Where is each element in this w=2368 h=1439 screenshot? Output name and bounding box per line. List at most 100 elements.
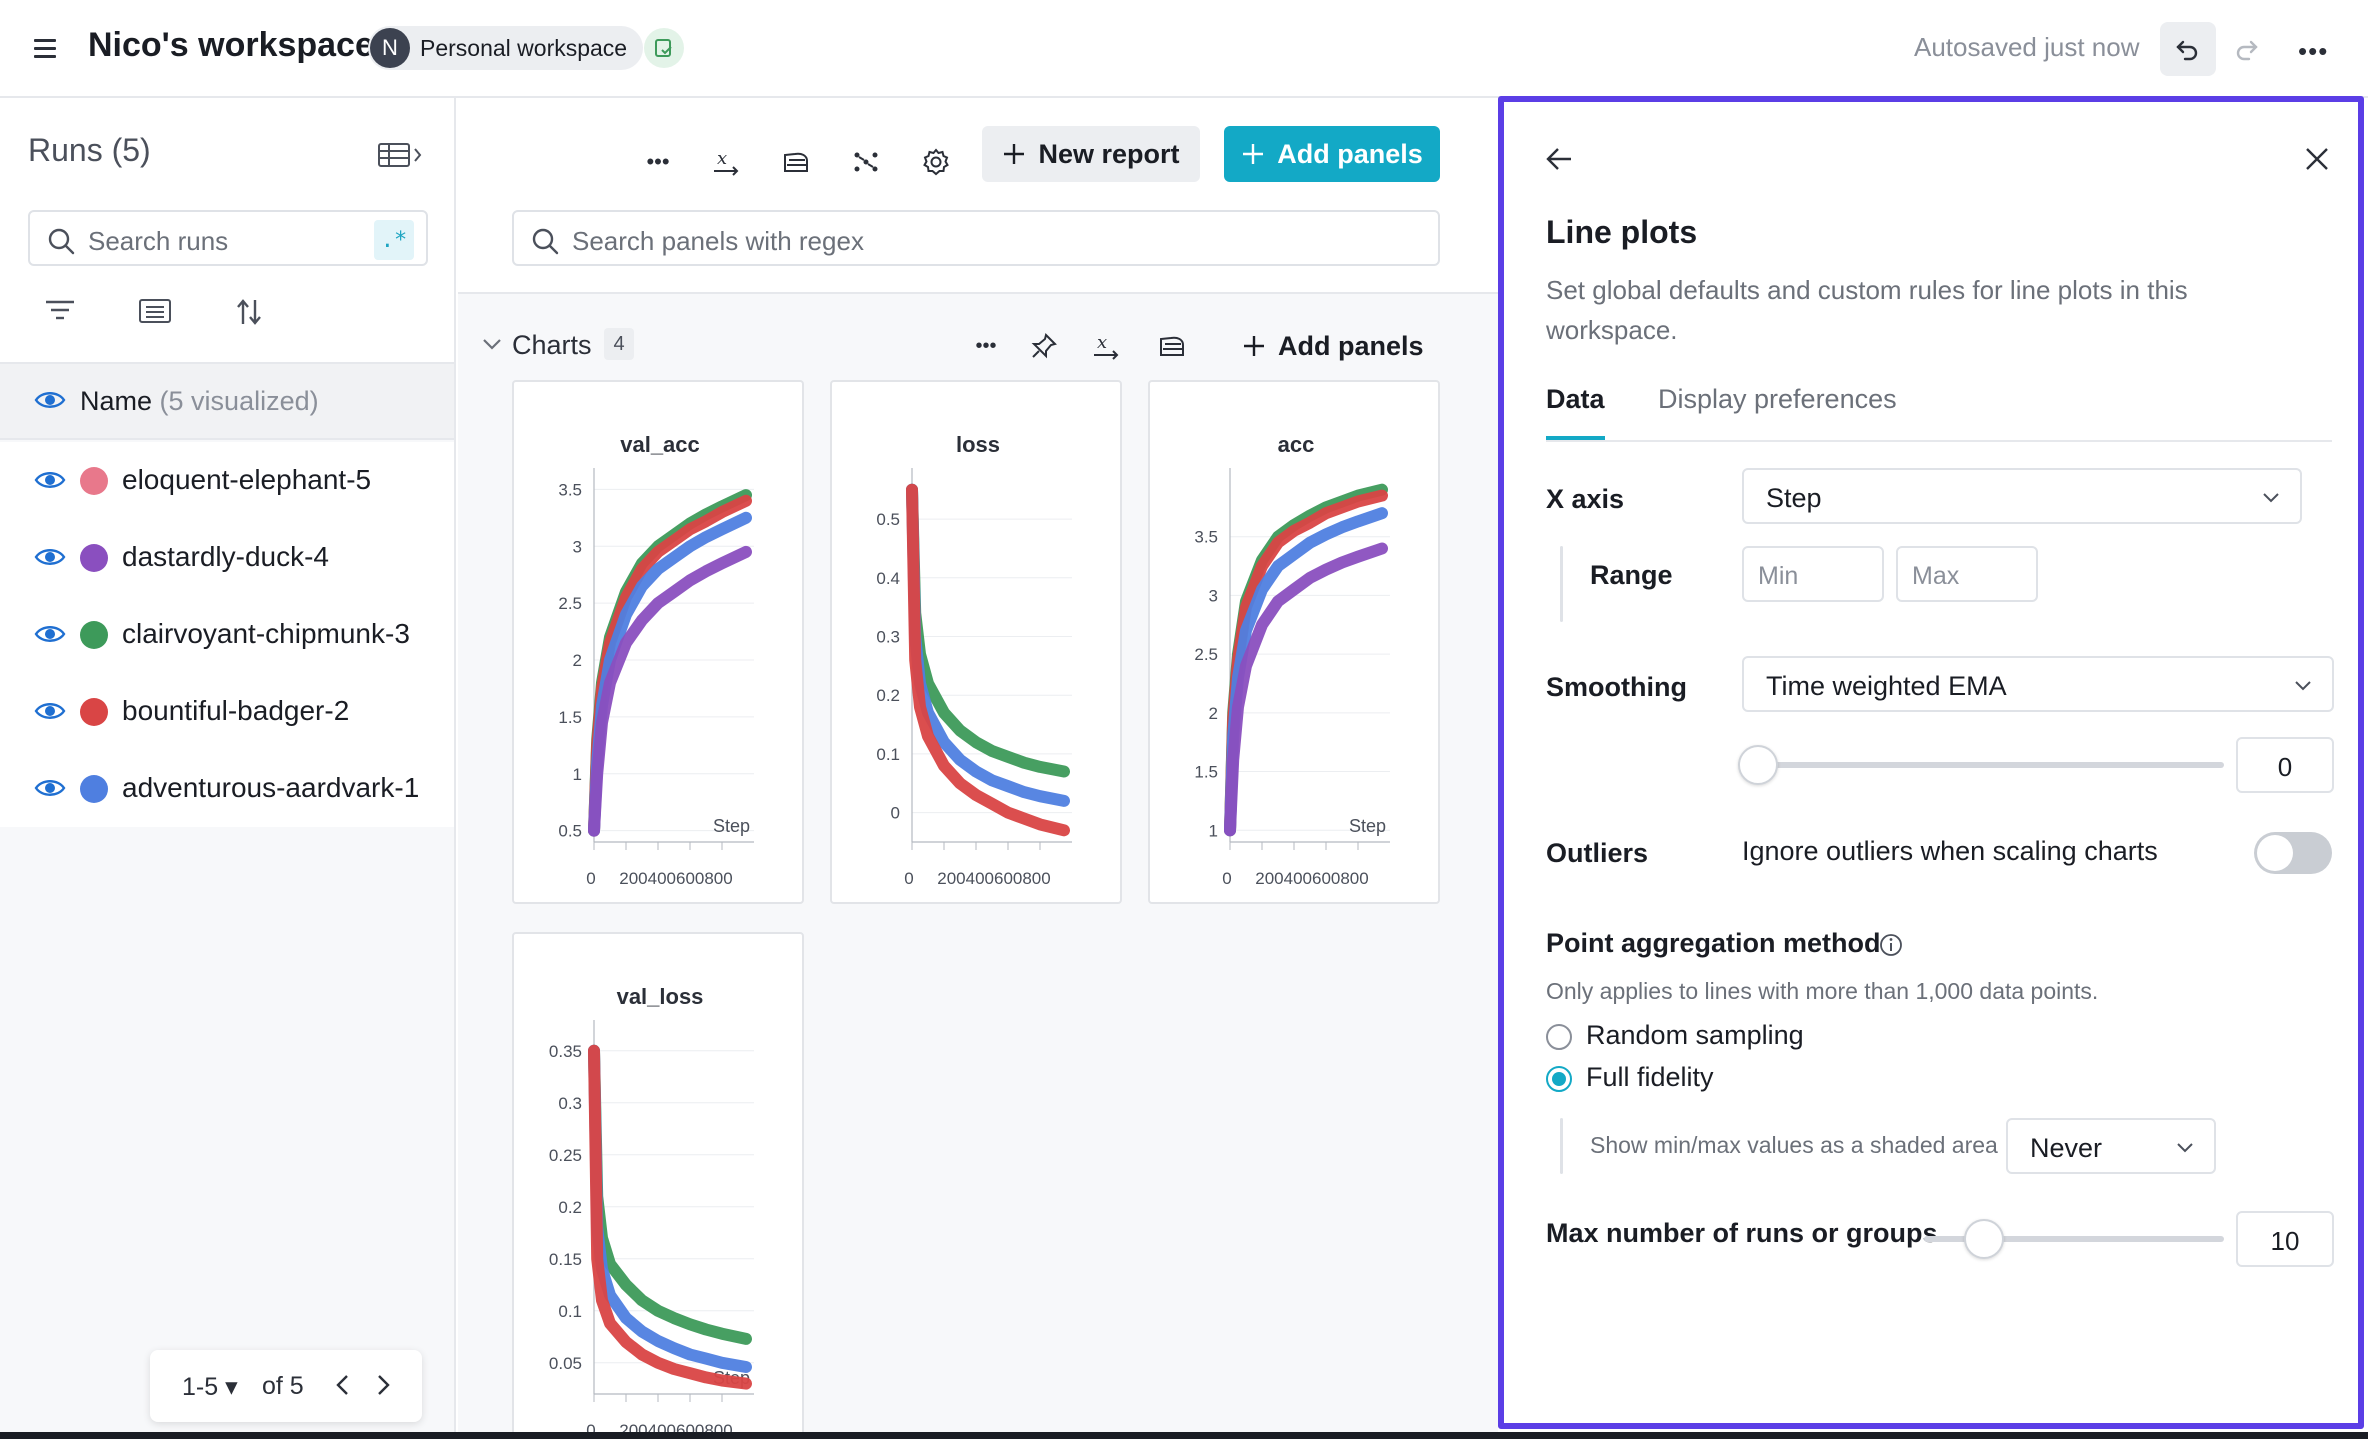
search-icon <box>532 228 559 255</box>
chart-title: val_loss <box>617 984 704 1009</box>
x-axis-select[interactable]: Step <box>1742 468 2302 524</box>
y-tick-label: 0.1 <box>876 745 900 764</box>
outliers-icon[interactable] <box>846 142 886 182</box>
range-indent-bar <box>1560 546 1563 622</box>
smoothing-select[interactable]: Time weighted EMA <box>1742 656 2334 712</box>
run-name[interactable]: dastardly-duck-4 <box>122 541 329 572</box>
series-line[interactable] <box>1224 542 1388 837</box>
next-page-icon[interactable] <box>372 1372 394 1398</box>
smoothing-slider-track[interactable] <box>1754 762 2224 768</box>
run-name[interactable]: clairvoyant-chipmunk-3 <box>122 618 410 649</box>
smoothing-amount-input[interactable]: 0 <box>2236 737 2334 793</box>
series-line[interactable] <box>906 483 1070 837</box>
run-row[interactable]: clairvoyant-chipmunk-3 <box>0 596 454 673</box>
x-axis-label: Step <box>1349 816 1386 836</box>
smoothing-icon[interactable] <box>1152 326 1192 366</box>
run-row[interactable]: dastardly-duck-4 <box>0 519 454 596</box>
settings-gear-icon[interactable] <box>916 142 956 182</box>
info-icon[interactable] <box>1878 932 1904 958</box>
section-add-panels-button[interactable]: Add panels <box>1242 326 1424 366</box>
workspace-badge[interactable]: N Personal workspace <box>368 26 644 70</box>
page-range-select[interactable]: 1-5 ▾ <box>182 1373 238 1401</box>
eye-icon[interactable] <box>34 622 66 646</box>
eye-icon[interactable] <box>34 388 66 412</box>
search-panels-input[interactable]: Search panels with regex <box>512 210 1440 266</box>
eye-icon[interactable] <box>34 468 66 492</box>
y-tick-label: 3.5 <box>1194 528 1218 547</box>
smoothing-icon[interactable] <box>776 142 816 182</box>
sort-icon[interactable] <box>234 298 264 326</box>
series-line[interactable] <box>588 545 752 837</box>
smoothing-slider-handle[interactable] <box>1738 745 1778 785</box>
minmax-select[interactable]: Never <box>2006 1118 2216 1174</box>
eye-icon[interactable] <box>34 699 66 723</box>
x-axis-icon[interactable]: x <box>1086 326 1126 366</box>
radio-full-fidelity[interactable] <box>1546 1066 1572 1092</box>
run-name[interactable]: bountiful-badger-2 <box>122 695 350 726</box>
prev-page-icon[interactable] <box>332 1372 354 1398</box>
run-color-swatch[interactable] <box>80 621 108 649</box>
redo-button[interactable] <box>2218 22 2274 76</box>
max-runs-value: 10 <box>2270 1226 2300 1256</box>
run-color-swatch[interactable] <box>80 698 108 726</box>
run-list: eloquent-elephant-5 dastardly-duck-4 clair… <box>0 442 454 827</box>
range-min-input[interactable]: Min <box>1742 546 1884 602</box>
x-tick-label: 200400600800 <box>937 869 1050 888</box>
filter-icon[interactable] <box>44 298 76 322</box>
outliers-toggle[interactable] <box>2254 832 2332 874</box>
range-max-input[interactable]: Max <box>1896 546 2038 602</box>
add-panels-button[interactable]: Add panels <box>1224 126 1440 182</box>
run-name[interactable]: adventurous-aardvark-1 <box>122 772 420 803</box>
close-icon[interactable] <box>2302 144 2332 174</box>
chart-panel-acc[interactable]: acc 1 1.5 2 2.5 3 3.5 0 200400600800 Step <box>1148 380 1440 904</box>
y-tick-label: 3.5 <box>558 480 582 499</box>
max-runs-input[interactable]: 10 <box>2236 1211 2334 1267</box>
run-row[interactable]: bountiful-badger-2 <box>0 673 454 750</box>
chart-panel-loss[interactable]: loss 0 0.1 0.2 0.3 0.4 0.5 0 200400600800 <box>830 380 1122 904</box>
eye-icon[interactable] <box>34 776 66 800</box>
chart-panel-val-loss[interactable]: val_loss 0.05 0.1 0.15 0.2 0.25 0.3 0.35 0 200400… <box>512 932 804 1439</box>
expand-table-icon[interactable] <box>378 140 426 175</box>
run-color-swatch[interactable] <box>80 544 108 572</box>
menu-icon[interactable] <box>30 34 60 64</box>
search-runs-input[interactable]: Search runs .* <box>28 210 428 266</box>
plus-icon <box>1004 144 1025 164</box>
x-axis-icon[interactable]: x <box>706 142 746 182</box>
undo-icon <box>2176 40 2198 61</box>
full-fidelity-label[interactable]: Full fidelity <box>1586 1062 1714 1092</box>
smoothing-amount-value: 0 <box>2277 752 2293 782</box>
more-options-icon[interactable]: ••• <box>646 149 670 174</box>
regex-toggle[interactable]: .* <box>374 220 414 260</box>
undo-button[interactable] <box>2160 22 2216 76</box>
run-row[interactable]: eloquent-elephant-5 <box>0 442 454 519</box>
back-arrow-icon[interactable] <box>1544 144 1574 174</box>
more-options-icon[interactable]: ••• <box>2298 36 2329 66</box>
run-name[interactable]: eloquent-elephant-5 <box>122 464 372 495</box>
saved-view-icon[interactable] <box>644 28 684 68</box>
tab-display-preferences[interactable]: Display preferences <box>1658 384 1897 414</box>
range-label: Range <box>1590 560 1673 590</box>
group-icon[interactable] <box>138 298 172 324</box>
max-runs-slider-track[interactable] <box>1924 1236 2224 1242</box>
random-sampling-label[interactable]: Random sampling <box>1586 1020 1804 1050</box>
run-color-swatch[interactable] <box>80 775 108 803</box>
run-color-swatch[interactable] <box>80 467 108 495</box>
eye-icon[interactable] <box>34 545 66 569</box>
y-tick-label: 0.5 <box>558 822 582 841</box>
series-line[interactable] <box>588 1044 752 1390</box>
chart-panel-val-acc[interactable]: val_acc 0.5 1 1.5 2 2.5 3 3.5 0 200400600800 Step <box>512 380 804 904</box>
section-title[interactable]: Charts <box>512 330 592 360</box>
range-max-placeholder: Max <box>1912 562 1960 590</box>
tab-data[interactable]: Data <box>1546 384 1605 440</box>
new-report-button[interactable]: New report <box>982 126 1200 182</box>
chevron-down-icon[interactable] <box>480 332 504 356</box>
radio-random-sampling[interactable] <box>1546 1024 1572 1050</box>
autosave-status: Autosaved just now <box>1914 32 2140 62</box>
name-column-header[interactable]: Name (5 visualized) <box>0 364 454 440</box>
y-tick-label: 0.3 <box>558 1094 582 1113</box>
run-row[interactable]: adventurous-aardvark-1 <box>0 750 454 827</box>
pin-icon[interactable] <box>1024 326 1064 366</box>
max-runs-slider-handle[interactable] <box>1964 1219 2004 1259</box>
section-more-icon[interactable]: ••• <box>975 334 997 357</box>
y-tick-label: 1 <box>573 765 582 784</box>
